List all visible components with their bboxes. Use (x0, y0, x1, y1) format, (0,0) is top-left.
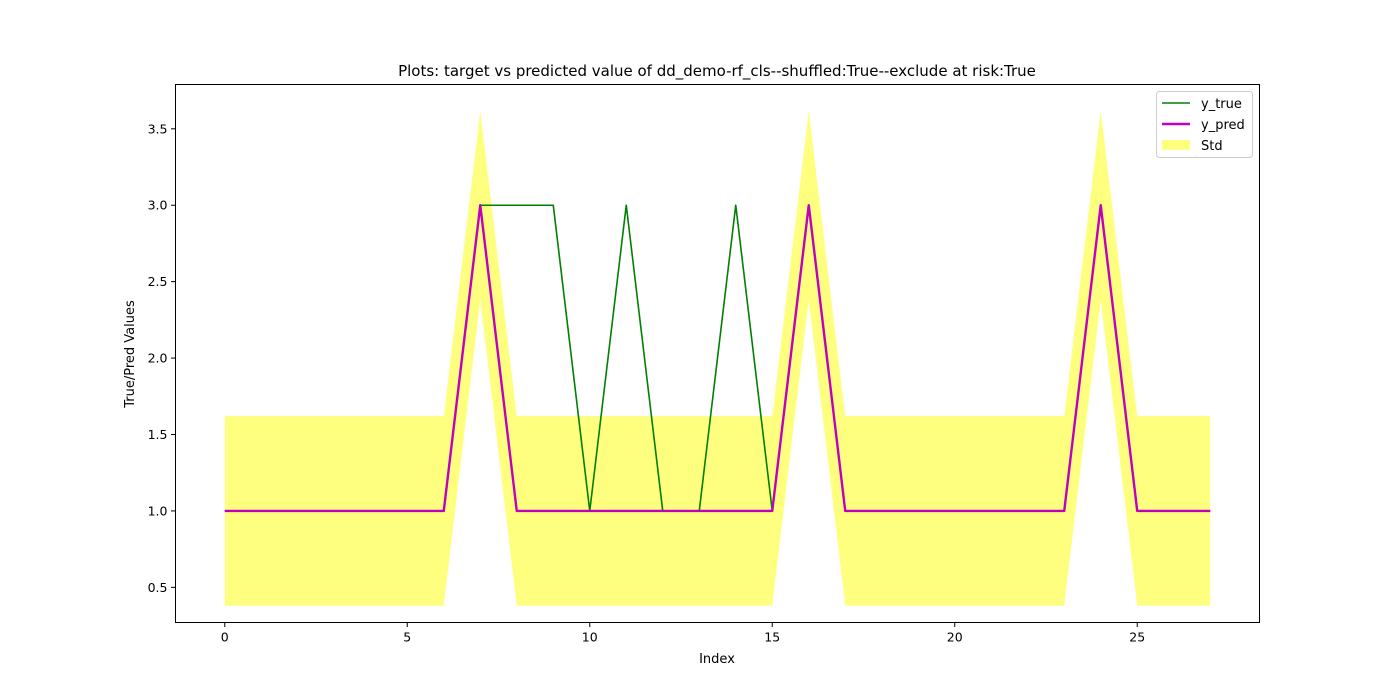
y-axis: 0.5 1.0 1.5 2.0 2.5 3.0 3.5 (148, 121, 176, 595)
y-tick-label: 3.5 (148, 121, 168, 136)
y-axis-label: True/Pred Values (123, 300, 138, 409)
y-tick-label: 0.5 (148, 580, 168, 595)
legend-label-std: Std (1201, 139, 1223, 154)
x-axis-label: Index (699, 652, 735, 667)
std-band (224, 110, 1211, 606)
x-tick-label: 15 (764, 630, 780, 645)
chart-title: Plots: target vs predicted value of dd_d… (398, 62, 1036, 81)
x-tick-label: 5 (403, 630, 411, 645)
legend-label-y-pred: y_pred (1201, 118, 1245, 133)
x-tick-label: 20 (947, 630, 963, 645)
series-line-y-pred (224, 204, 1211, 513)
legend-label-y-true: y_true (1201, 97, 1242, 112)
y-tick-label: 1.5 (148, 427, 168, 442)
plot-frame (175, 84, 1260, 623)
x-tick-label: 0 (221, 630, 229, 645)
legend-swatch-std (1162, 140, 1190, 150)
y-tick-label: 2.0 (148, 351, 168, 366)
x-tick-label: 10 (582, 630, 598, 645)
x-axis: 0 5 10 15 20 25 (221, 622, 1145, 645)
std-band-layer (224, 110, 1211, 606)
y-tick-label: 3.0 (148, 198, 168, 213)
legend: y_true y_pred Std (1156, 91, 1253, 158)
y-tick-label: 1.0 (148, 503, 168, 518)
series-layer (224, 204, 1211, 513)
y-tick-label: 2.5 (148, 274, 168, 289)
x-tick-label: 25 (1129, 630, 1145, 645)
